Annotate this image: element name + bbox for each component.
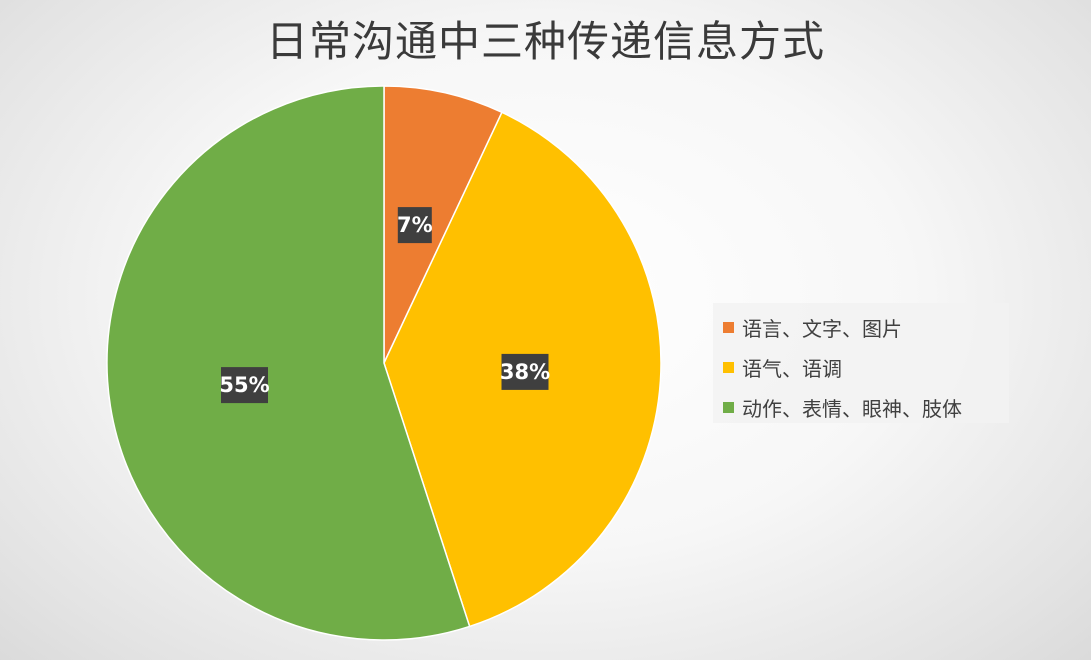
data-label-body-language: 55%	[219, 367, 270, 404]
legend-item-language: 语言、文字、图片	[723, 307, 1009, 347]
pie-slice-body-language	[106, 85, 471, 641]
legend-label: 语气、语调	[742, 356, 842, 381]
legend-swatch-orange	[723, 321, 734, 333]
data-label-text: 55%	[219, 373, 269, 397]
legend-label: 语言、文字、图片	[742, 316, 902, 341]
data-label-tone: 38%	[500, 353, 550, 390]
legend-swatch-green	[723, 401, 734, 413]
chart-title: 日常沟通中三种传递信息方式	[265, 17, 825, 66]
legend-item-tone: 语气、语调	[723, 347, 1009, 387]
data-label-text: 38%	[500, 360, 550, 384]
legend: 语言、文字、图片 语气、语调 动作、表情、眼神、肢体	[713, 303, 1009, 423]
legend-item-body-language: 动作、表情、眼神、肢体	[723, 387, 1009, 427]
pie-slice-language	[383, 85, 503, 364]
legend-swatch-yellow	[723, 361, 734, 373]
legend-label: 动作、表情、眼神、肢体	[742, 396, 962, 421]
pie-data-labels: 7% 38% 55%	[219, 207, 550, 404]
data-label-box	[501, 353, 549, 390]
data-label-box	[397, 207, 432, 244]
data-label-box	[221, 367, 268, 404]
pie-slices	[106, 85, 662, 641]
data-label-text: 7%	[397, 213, 433, 237]
data-label-language: 7%	[397, 207, 433, 244]
